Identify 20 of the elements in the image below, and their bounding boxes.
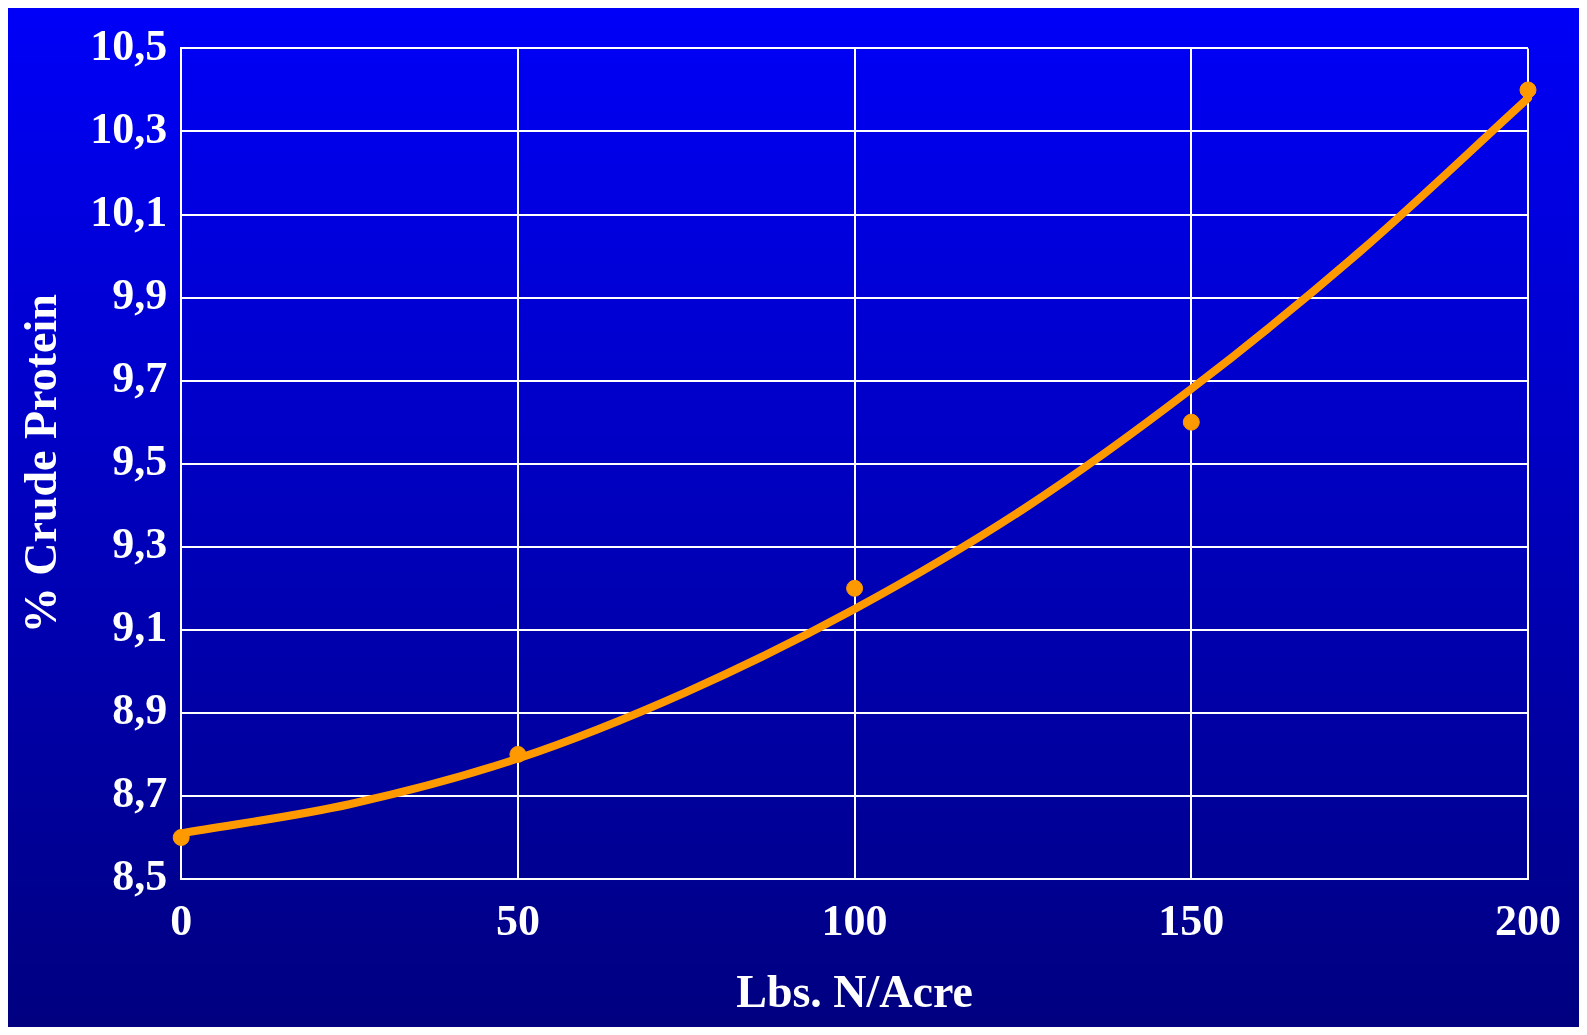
- y-tick-label: 9,3: [112, 519, 168, 569]
- x-tick-label: 150: [1158, 895, 1225, 945]
- y-tick-label: 9,5: [112, 436, 168, 486]
- y-tick-label: 8,5: [112, 851, 168, 901]
- y-axis-title: % Crude Protein: [15, 294, 67, 634]
- x-tick-label: 50: [495, 895, 540, 945]
- point: [1182, 413, 1200, 431]
- x-tick-label: 100: [821, 895, 888, 945]
- y-tick-label: 8,9: [112, 685, 168, 735]
- y-tick-label: 9,1: [112, 602, 168, 652]
- y-tick-label: 9,9: [112, 269, 168, 319]
- y-tick-label: 10,3: [90, 103, 168, 153]
- x-tick-label: 0: [170, 895, 193, 945]
- y-tick-label: 10,1: [90, 186, 168, 236]
- x-tick-label: 200: [1495, 895, 1561, 945]
- y-tick-label: 8,7: [112, 768, 168, 818]
- point: [846, 579, 864, 597]
- y-tick-label: 9,7: [112, 353, 168, 402]
- x-axis-title: Lbs. N/Acre: [736, 966, 974, 1018]
- y-tick-label: 10,5: [90, 20, 168, 70]
